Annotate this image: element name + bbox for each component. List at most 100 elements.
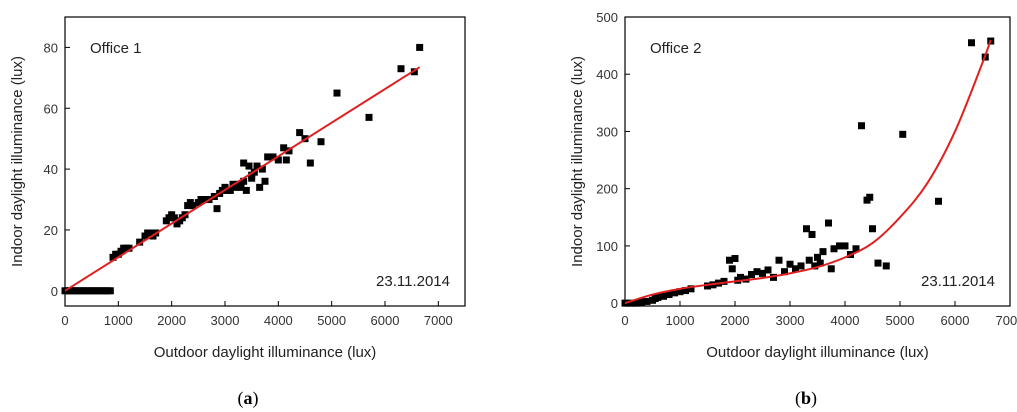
data-point bbox=[296, 129, 304, 137]
y-tick-label: 400 bbox=[596, 67, 618, 82]
panel-label: Office 1 bbox=[90, 40, 141, 57]
data-point bbox=[770, 273, 777, 281]
data-point bbox=[170, 214, 178, 222]
y-tick-label: 0 bbox=[611, 296, 618, 311]
data-point bbox=[306, 159, 314, 167]
data-point bbox=[811, 262, 819, 270]
data-point bbox=[759, 269, 766, 277]
data-point bbox=[261, 177, 269, 185]
panel-caption: (b) bbox=[795, 388, 817, 409]
data-point bbox=[819, 248, 827, 256]
data-point bbox=[638, 298, 645, 306]
data-point bbox=[726, 256, 733, 264]
data-point bbox=[125, 244, 133, 252]
data-point bbox=[416, 43, 424, 51]
data-point bbox=[213, 205, 221, 213]
data-point bbox=[869, 225, 876, 233]
panel-office-1: 0 1000 2000 3000 4000 5000 6000 7000 0 20 40 60 80 Ou… bbox=[9, 16, 466, 409]
data-point bbox=[899, 130, 907, 138]
y-tick-label: 300 bbox=[596, 124, 618, 139]
data-point bbox=[781, 268, 788, 276]
x-tick-label: 7000 bbox=[996, 313, 1017, 328]
y-tick-label: 60 bbox=[44, 101, 58, 116]
data-point bbox=[627, 299, 634, 307]
data-point bbox=[808, 230, 816, 238]
data-point bbox=[280, 144, 288, 152]
data-point bbox=[643, 297, 651, 305]
data-point bbox=[687, 285, 695, 293]
fit-line bbox=[64, 66, 421, 292]
data-point bbox=[858, 122, 865, 130]
data-point bbox=[720, 277, 728, 285]
fit-line bbox=[624, 39, 992, 305]
data-point bbox=[253, 162, 261, 170]
data-point bbox=[676, 288, 684, 296]
data-point bbox=[632, 299, 640, 307]
data-point bbox=[786, 260, 794, 268]
data-point bbox=[803, 225, 810, 233]
x-tick-label: 6000 bbox=[941, 313, 970, 328]
data-point bbox=[365, 113, 373, 121]
x-tick-label: 3000 bbox=[211, 313, 240, 328]
x-tick-label: 2000 bbox=[157, 313, 186, 328]
y-tick-label: 80 bbox=[44, 40, 58, 55]
caption-open: ( bbox=[238, 388, 244, 409]
data-point bbox=[285, 147, 293, 155]
x-tick-label: 4000 bbox=[831, 313, 860, 328]
data-point bbox=[256, 183, 264, 191]
x-tick-label: 1000 bbox=[666, 313, 695, 328]
plot-frame bbox=[624, 16, 1011, 307]
y-tick-label: 500 bbox=[596, 10, 618, 25]
data-point bbox=[816, 259, 824, 267]
data-point bbox=[240, 159, 248, 167]
x-tick-label: 4000 bbox=[264, 313, 293, 328]
data-point bbox=[282, 156, 290, 164]
data-point bbox=[830, 245, 838, 253]
data-point bbox=[226, 186, 234, 194]
x-tick-label: 7000 bbox=[424, 313, 453, 328]
data-point bbox=[654, 293, 662, 301]
data-point bbox=[753, 268, 761, 276]
x-tick-label: 6000 bbox=[371, 313, 400, 328]
y-axis-label: Indoor daylight illuminance (lux) bbox=[569, 56, 586, 267]
plot-frame bbox=[64, 16, 466, 307]
x-tick-label: 0 bbox=[621, 313, 628, 328]
x-tick-label: 2000 bbox=[721, 313, 750, 328]
data-point bbox=[333, 89, 341, 97]
y-axis-label: Indoor daylight illuminance (lux) bbox=[9, 56, 26, 267]
data-point bbox=[814, 253, 821, 261]
y-tick-label: 200 bbox=[596, 182, 618, 197]
data-point bbox=[397, 65, 405, 73]
data-point bbox=[764, 266, 772, 274]
data-point bbox=[935, 197, 942, 205]
data-point bbox=[792, 265, 799, 273]
data-point bbox=[237, 183, 245, 191]
caption-letter: a bbox=[244, 388, 253, 408]
data-point bbox=[852, 245, 860, 253]
data-point bbox=[841, 242, 849, 250]
data-point bbox=[968, 39, 975, 47]
data-point bbox=[189, 202, 197, 210]
x-tick-label: 3000 bbox=[776, 313, 805, 328]
data-point bbox=[874, 259, 882, 267]
y-tick-label: 0 bbox=[51, 284, 58, 299]
data-point bbox=[269, 153, 277, 161]
data-point bbox=[200, 196, 208, 204]
data-point bbox=[882, 262, 890, 270]
caption-letter: b bbox=[801, 388, 811, 408]
data-point bbox=[775, 256, 783, 264]
y-tick-label: 20 bbox=[44, 223, 58, 238]
data-point bbox=[682, 287, 689, 295]
x-axis-label: Outdoor daylight illuminance (lux) bbox=[706, 344, 929, 361]
data-point bbox=[671, 289, 678, 297]
panel-label: Office 2 bbox=[650, 40, 701, 57]
data-point bbox=[866, 193, 874, 201]
data-point bbox=[827, 265, 835, 273]
panel-office-2: 0 1000 2000 3000 4000 5000 6000 7000 0 100 200 300 4… bbox=[569, 10, 1017, 409]
data-point bbox=[245, 162, 253, 170]
data-point bbox=[797, 262, 805, 270]
panel-caption: (a) bbox=[238, 388, 259, 409]
data-point bbox=[660, 292, 667, 300]
data-point bbox=[274, 156, 282, 164]
